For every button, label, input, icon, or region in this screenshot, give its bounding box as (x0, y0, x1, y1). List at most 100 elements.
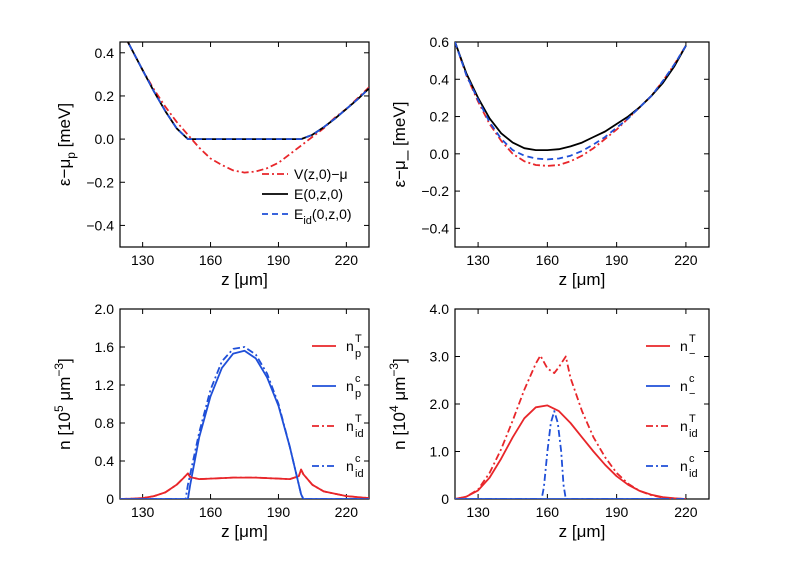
legend-sup: T (355, 413, 362, 425)
legend-sub: id (355, 428, 364, 440)
legend-sup: c (689, 453, 695, 465)
series-line-0 (126, 42, 369, 174)
legend-entry-label: V(z,0)−μ (294, 166, 348, 182)
y-tick-label: 2.0 (430, 396, 450, 412)
panel-bottom-right: 130 160 190 220 0 1.0 2.0 3.0 4.0 z [μm] n [104 μm… (387, 301, 710, 541)
legend-entry-label: nc id (346, 453, 364, 480)
series-line-3 (120, 346, 369, 499)
y-axis-label-main: ε−μ (55, 159, 74, 186)
legend-sup: T (689, 333, 696, 345)
x-tick-label: 160 (199, 504, 223, 520)
series-line-1 (126, 42, 369, 141)
legend-base: n (680, 378, 688, 394)
legend-entry-label: nc p (346, 373, 361, 400)
axes-frame (454, 41, 710, 248)
legend-entry-label: E(0,z,0) (294, 186, 343, 202)
legend-base: E(0,z,0) (294, 186, 343, 202)
y-axis-label-sup: 4 (387, 405, 401, 412)
series-line-2 (126, 42, 369, 141)
y-tick-label: 0 (106, 491, 114, 507)
y-tick-label: 0.4 (95, 45, 115, 61)
legend-sub: id (355, 468, 364, 480)
legend-base: n (346, 418, 354, 434)
x-tick-label: 190 (605, 252, 629, 268)
y-tick-label: −0.2 (421, 183, 449, 199)
y-tick-label: 0.4 (430, 71, 450, 87)
legend-sup: T (689, 413, 696, 425)
legend-entry-label: Eid(0,z,0) (294, 206, 352, 227)
y-tick-label: 0.4 (95, 453, 115, 469)
legend-sub: id (689, 468, 698, 480)
legend-sup: c (355, 373, 361, 385)
panel-bottom-left: 130 160 190 220 0 0.4 0.8 1.2 1.6 2.0 z [μm] n [105… (52, 301, 370, 541)
series-line-0 (120, 468, 369, 499)
y-axis-label-main: n [10 (390, 412, 409, 450)
legend: V(z,0)−μE(0,z,0)Eid(0,z,0) (262, 166, 352, 227)
x-tick-label: 220 (674, 504, 698, 520)
series-group (455, 354, 686, 499)
x-axis-label: z [μm] (221, 270, 268, 289)
legend-sub: p (355, 388, 361, 400)
x-tick-label: 190 (605, 504, 629, 520)
series-line-3 (455, 410, 686, 499)
y-tick-label: 0 (441, 491, 449, 507)
y-tick-label: 2.0 (95, 301, 115, 317)
legend-base: n (346, 378, 354, 394)
y-tick-label: 1.0 (430, 444, 450, 460)
y-axis-label-main: ε−μ_ (390, 150, 409, 187)
y-axis-label-sub: p (64, 152, 78, 159)
y-tick-label: −0.4 (86, 217, 114, 233)
y-tick-label: 3.0 (430, 349, 450, 365)
y-axis-label-mid: μm (390, 377, 409, 406)
legend-entry-label: nT id (346, 413, 364, 440)
axes-frame (119, 41, 370, 248)
y-axis-label-sup: 5 (52, 405, 66, 412)
y-tick-label: 0.6 (430, 34, 450, 50)
y-tick-label: −0.4 (421, 220, 449, 236)
series-line-2 (120, 468, 369, 499)
legend-entry-label: nc id (680, 453, 698, 480)
y-tick-label: 0.2 (430, 109, 450, 125)
x-tick-label: 220 (335, 504, 359, 520)
legend-entry-label: nT p (346, 333, 362, 360)
x-axis-label: z [μm] (559, 522, 606, 541)
legend-sub: − (689, 348, 695, 360)
y-tick-label: 0.0 (430, 146, 450, 162)
legend-base: n (346, 458, 354, 474)
y-tick-label: 0.8 (95, 415, 115, 431)
x-tick-label: 160 (199, 252, 223, 268)
panel-top-left: 130 160 190 220 −0.4 −0.2 0.0 0.2 0.4 z [μm] ε−μp … (55, 41, 370, 289)
y-axis-label-unit: [meV] (55, 103, 74, 152)
legend-sup: T (355, 333, 362, 345)
x-tick-label: 130 (466, 252, 490, 268)
x-tick-label: 130 (131, 252, 155, 268)
axes-frame (119, 308, 370, 500)
legend-base: E (294, 206, 303, 222)
legend-base: V(z,0)−μ (294, 166, 348, 182)
legend-entry-label: nT − (680, 333, 696, 360)
y-axis-label-end: ] (390, 358, 409, 363)
y-axis-label-sup2: −3 (52, 363, 66, 377)
legend-entry-label: nc − (680, 373, 695, 400)
y-tick-label: 4.0 (430, 301, 450, 317)
y-axis-label: n [104 μm−3] (387, 358, 409, 450)
y-axis-label: ε−μ_ [meV] (390, 102, 409, 188)
y-axis-label: n [105 μm−3] (52, 358, 74, 450)
y-tick-label: 1.2 (95, 377, 115, 393)
x-tick-label: 160 (536, 252, 560, 268)
legend-entry-label: nT id (680, 413, 698, 440)
legend-sup: c (689, 373, 695, 385)
x-axis-label: z [μm] (559, 270, 606, 289)
x-tick-label: 190 (267, 252, 291, 268)
series-line-1 (455, 42, 687, 152)
y-axis-label-main: n [10 (55, 412, 74, 450)
y-axis-label-mid: μm (55, 377, 74, 406)
x-tick-label: 190 (267, 504, 291, 520)
y-axis-label-end: ] (55, 358, 74, 363)
x-axis-label: z [μm] (221, 522, 268, 541)
legend-tail: (0,z,0) (312, 206, 352, 222)
y-axis-label: ε−μp [meV] (55, 103, 78, 186)
